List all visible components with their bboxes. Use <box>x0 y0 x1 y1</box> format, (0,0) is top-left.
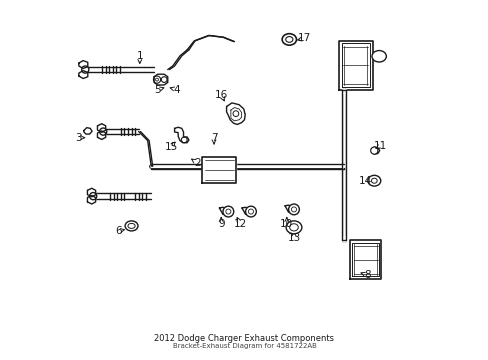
Ellipse shape <box>153 76 160 83</box>
Text: 3: 3 <box>75 133 82 143</box>
Text: 13: 13 <box>287 233 300 243</box>
Polygon shape <box>226 103 244 125</box>
Ellipse shape <box>89 193 97 200</box>
Ellipse shape <box>155 78 158 81</box>
Ellipse shape <box>371 50 386 62</box>
Text: 12: 12 <box>233 219 246 229</box>
Polygon shape <box>338 41 372 90</box>
Ellipse shape <box>245 206 256 217</box>
Polygon shape <box>154 74 167 85</box>
Polygon shape <box>79 71 88 78</box>
Polygon shape <box>79 60 88 68</box>
Ellipse shape <box>371 178 376 183</box>
Polygon shape <box>371 147 379 154</box>
Text: 7: 7 <box>210 133 217 143</box>
Text: 2: 2 <box>193 158 200 168</box>
Text: 5: 5 <box>154 85 161 95</box>
Polygon shape <box>174 127 188 143</box>
Text: 2012 Dodge Charger Exhaust Components: 2012 Dodge Charger Exhaust Components <box>154 334 334 343</box>
Ellipse shape <box>282 34 296 45</box>
Ellipse shape <box>285 221 301 234</box>
Text: 4: 4 <box>173 85 179 95</box>
Text: 8: 8 <box>363 270 370 280</box>
Polygon shape <box>285 205 290 212</box>
Ellipse shape <box>181 137 187 143</box>
Ellipse shape <box>248 209 253 214</box>
Polygon shape <box>87 188 96 197</box>
Text: 10: 10 <box>280 219 293 229</box>
Text: 17: 17 <box>298 33 311 43</box>
Polygon shape <box>83 128 92 134</box>
Ellipse shape <box>285 37 292 42</box>
Ellipse shape <box>81 66 89 73</box>
Text: 1: 1 <box>136 51 143 61</box>
Polygon shape <box>242 207 247 215</box>
Text: 15: 15 <box>164 142 177 152</box>
Polygon shape <box>219 207 225 215</box>
Text: 11: 11 <box>373 141 386 151</box>
Ellipse shape <box>100 128 106 135</box>
Text: 9: 9 <box>218 219 224 229</box>
Ellipse shape <box>367 175 380 186</box>
Ellipse shape <box>225 209 230 214</box>
Ellipse shape <box>289 224 298 231</box>
Ellipse shape <box>125 221 138 231</box>
Text: 16: 16 <box>214 90 227 100</box>
Ellipse shape <box>161 77 167 82</box>
Text: 6: 6 <box>115 226 122 236</box>
Polygon shape <box>87 195 96 204</box>
Polygon shape <box>97 131 105 139</box>
Ellipse shape <box>288 204 299 215</box>
Ellipse shape <box>233 111 238 117</box>
Polygon shape <box>202 157 236 183</box>
Ellipse shape <box>370 147 377 154</box>
Polygon shape <box>97 124 105 132</box>
Text: Bracket-Exhaust Diagram for 4581722AB: Bracket-Exhaust Diagram for 4581722AB <box>172 343 316 349</box>
Text: 14: 14 <box>358 176 371 186</box>
Ellipse shape <box>291 207 296 212</box>
Ellipse shape <box>223 206 233 217</box>
Ellipse shape <box>128 224 135 228</box>
Polygon shape <box>349 240 381 279</box>
